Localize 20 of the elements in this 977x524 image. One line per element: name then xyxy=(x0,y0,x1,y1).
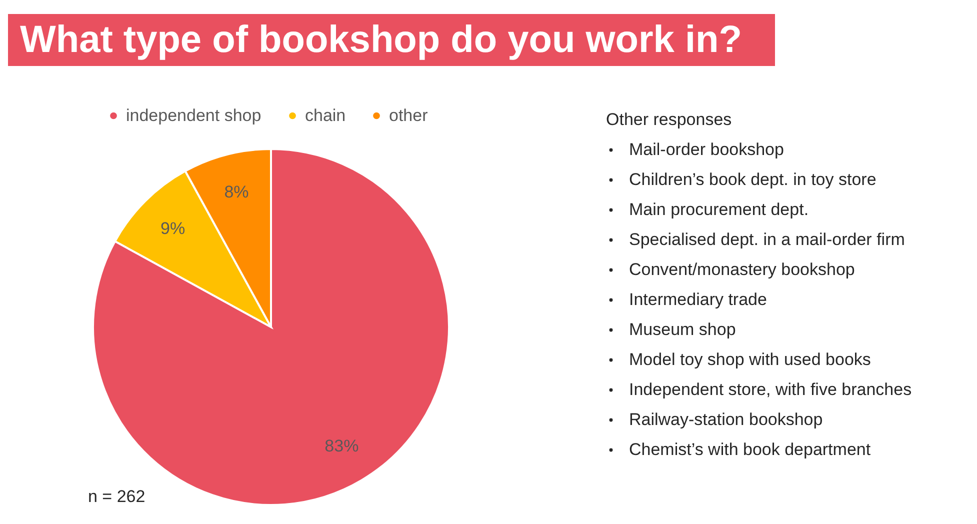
text: Railway-station bookshop xyxy=(629,410,823,429)
text: Intermediary trade xyxy=(629,290,767,309)
text: Specialised dept. in a mail-order firm xyxy=(629,230,905,249)
data-label: 83% xyxy=(324,436,359,456)
data-label: 9% xyxy=(160,218,186,238)
text: Children’s book dept. in toy store xyxy=(629,170,876,189)
text: Main procurement dept. xyxy=(629,200,809,219)
text: Independent store, with five branches xyxy=(629,380,912,399)
legend-label: independent shop xyxy=(126,106,262,125)
text: Mail-order bookshop xyxy=(629,140,784,159)
chart-title: What type of bookshop do you work in? xyxy=(20,19,742,61)
text: Other responses xyxy=(606,110,732,129)
text: n = 262 xyxy=(88,487,146,506)
legend-label: chain xyxy=(305,106,346,125)
text: Chemist’s with book department xyxy=(629,440,871,459)
text: Model toy shop with used books xyxy=(629,350,871,369)
text: Convent/monastery bookshop xyxy=(629,260,855,279)
data-label: 8% xyxy=(224,182,249,202)
legend-label: other xyxy=(389,106,428,125)
text: Museum shop xyxy=(629,320,736,339)
